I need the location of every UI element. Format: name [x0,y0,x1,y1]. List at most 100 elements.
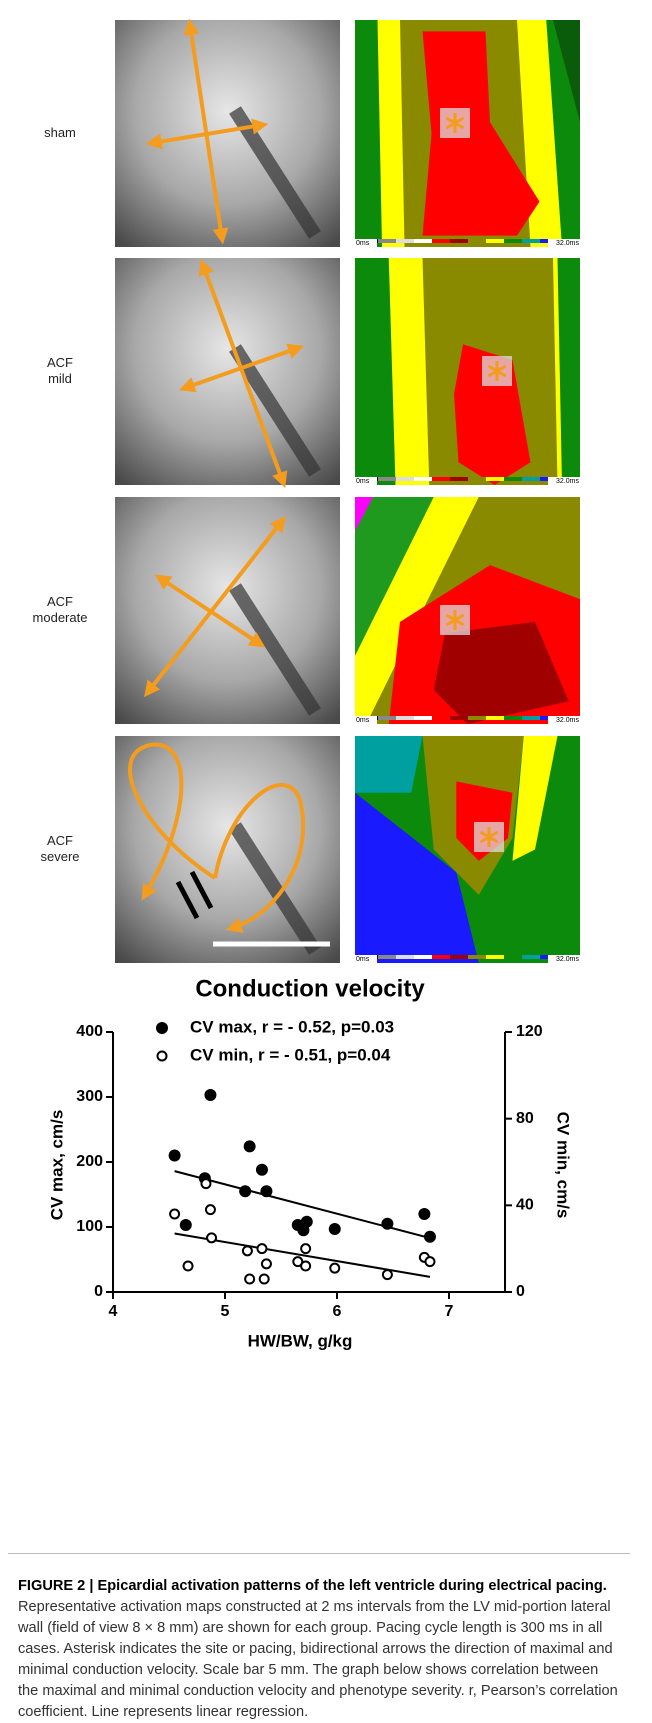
data-point [262,1259,271,1268]
x-tick-label: 7 [445,1303,454,1320]
x-axis-label: HW/BW, g/kg [248,1331,353,1350]
data-point [301,1216,313,1228]
data-point [256,1164,268,1176]
color-scale [504,716,522,720]
y-tick-label: 400 [76,1023,103,1040]
color-scale [378,477,396,481]
color-scale [432,239,450,243]
y-tick-label: 300 [76,1088,103,1105]
color-scale [504,477,522,481]
data-point [170,1210,179,1219]
data-point [206,1205,215,1214]
data-point [201,1179,210,1188]
data-point [381,1218,393,1230]
color-scale [504,955,522,959]
color-scale [468,716,486,720]
data-point [239,1185,251,1197]
color-scale [450,716,468,720]
data-point [204,1089,216,1101]
legend-marker [156,1022,168,1034]
color-scale [378,239,396,243]
chart-title: Conduction velocity [195,975,425,1002]
panels: sham0ms32.0msACFmild0ms32.0msACFmoderate… [33,20,580,963]
y-tick-label: 100 [76,1218,103,1235]
y2-tick-label: 80 [516,1110,534,1127]
y-tick-label: 0 [94,1283,103,1300]
y2-tick-label: 0 [516,1283,525,1300]
panel-label: ACF [47,594,73,609]
panel-label: ACF [47,355,73,370]
color-scale [468,477,486,481]
scale-min: 0ms [356,478,370,485]
color-scale [414,239,432,243]
color-scale [450,955,468,959]
page: {"panels": [{"label": ["sham"]}, {"label… [0,0,652,1721]
color-scale [450,239,468,243]
chart: Conduction velocity HW/BW, g/kg CV max, … [47,975,572,1350]
color-scale [432,716,450,720]
data-point [260,1275,269,1284]
color-scale [378,716,396,720]
data-point [383,1270,392,1279]
panel-label: severe [40,849,79,864]
legend-marker [158,1052,167,1061]
color-scale [486,716,504,720]
scale-max: 32.0ms [556,478,579,485]
data-point [260,1185,272,1197]
data-point [257,1244,266,1253]
color-scale [432,955,450,959]
x-tick-label: 5 [221,1303,230,1320]
data-point [180,1219,192,1231]
color-scale [414,716,432,720]
data-point [244,1140,256,1152]
panel-label: mild [48,371,72,386]
scale-min: 0ms [356,956,370,963]
data-point [329,1223,341,1235]
data-point [301,1244,310,1253]
color-scale [396,955,414,959]
x-tick-label: 4 [109,1303,118,1320]
color-scale [486,239,504,243]
data-point [425,1257,434,1266]
color-scale [396,716,414,720]
color-scale [522,716,540,720]
caption-label: FIGURE 2 | Epicardial activation pattern… [18,1578,607,1594]
data-point [301,1262,310,1271]
data-point [418,1208,430,1220]
figure: sham0ms32.0msACFmild0ms32.0msACFmoderate… [0,0,652,1550]
panel-label: ACF [47,833,73,848]
color-scale [504,239,522,243]
y-axis-label: CV max, cm/s [47,1110,66,1221]
data-point [207,1233,216,1242]
panel-label: sham [44,125,76,140]
scale-max: 32.0ms [556,717,579,724]
legend-label: CV min, r = - 0.51, p=0.04 [190,1045,391,1064]
color-scale [414,477,432,481]
color-scale [450,477,468,481]
activation-region [355,736,423,793]
color-scale [522,477,540,481]
color-scale [468,955,486,959]
panel-label: moderate [33,610,88,625]
color-scale [396,477,414,481]
scale-max: 32.0ms [556,956,579,963]
caption-text: Representative activation maps construct… [18,1599,618,1720]
color-scale [486,955,504,959]
color-scale [522,239,540,243]
scale-min: 0ms [356,240,370,247]
color-scale [414,955,432,959]
scale-max: 32.0ms [556,240,579,247]
data-point [424,1231,436,1243]
data-point [169,1150,181,1162]
color-scale [378,955,396,959]
color-scale [486,477,504,481]
data-point [243,1246,252,1255]
data-point [330,1264,339,1273]
y2-axis-label: CV min, cm/s [554,1112,573,1219]
data-point [245,1275,254,1284]
caption: FIGURE 2 | Epicardial activation pattern… [8,1553,630,1713]
color-scale [432,477,450,481]
color-scale [396,239,414,243]
legend-label: CV max, r = - 0.52, p=0.03 [190,1017,394,1036]
color-scale [468,239,486,243]
